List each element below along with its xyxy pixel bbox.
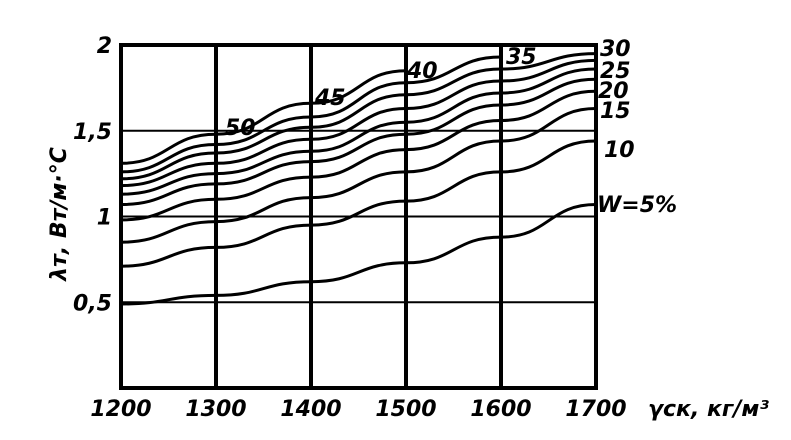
plot-frame [119,43,598,390]
series-line-w5 [119,203,598,306]
x-tick-label: 1700 [565,397,626,422]
x-tick-label: 1300 [185,397,246,422]
series-line-25 [119,77,598,206]
x-axis-label: γск, кг/м³ [648,397,769,422]
y-axis-label: λт, Вт/м·°С [47,147,72,282]
series-label: W=5% [597,193,677,218]
series-line-45 [119,55,503,174]
series-label: 10 [604,138,635,163]
series-label: 35 [506,45,537,70]
series-label: 25 [600,59,631,84]
series-label: 40 [406,59,438,84]
x-tick-label: 1400 [280,397,341,422]
series-label: 15 [600,99,631,124]
series-line-20 [119,89,598,222]
series-line-30 [119,67,598,196]
series-line-15 [119,107,598,244]
x-tick-label: 1200 [90,397,151,422]
y-tick-label: 0,5 [73,291,112,316]
series-label: 45 [314,86,346,111]
series-label: 30 [600,37,631,62]
y-tick-label: 2 [97,34,112,59]
series-line-50 [119,69,408,165]
y-tick-label: 1 [97,206,112,231]
x-tick-label: 1500 [375,397,436,422]
series-line-10 [119,139,598,268]
series-line-40 [119,52,598,181]
series-lines [119,52,598,306]
tick-labels: 1200 1300 1400 1500 1600 1700 0,5 1 1,5 2 [73,34,627,422]
series-label: 20 [598,79,629,104]
series-label: 50 [225,116,256,141]
grid [121,45,596,388]
x-tick-label: 1600 [470,397,531,422]
series-line-35 [119,58,598,188]
y-tick-label: 1,5 [73,120,112,145]
